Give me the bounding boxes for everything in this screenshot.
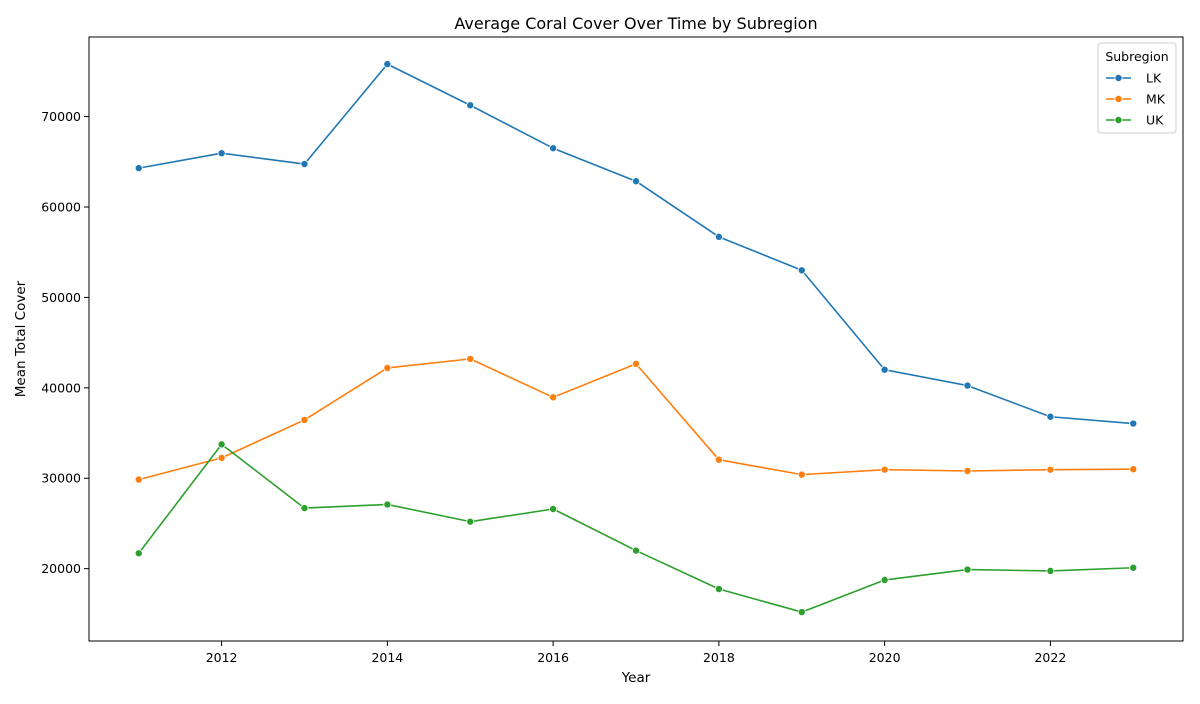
- data-point-uk: [880, 575, 889, 584]
- data-point-lk: [217, 149, 226, 158]
- data-point-mk: [217, 453, 226, 462]
- data-point-lk: [466, 101, 475, 110]
- y-tick-label: 30000: [41, 471, 81, 486]
- data-point-uk: [797, 608, 806, 617]
- data-point-lk: [797, 266, 806, 275]
- x-tick-label: 2016: [537, 650, 569, 665]
- data-point-uk: [549, 504, 558, 513]
- y-axis: 20000 30000 40000 50000 60000 70000: [41, 109, 89, 576]
- data-point-lk: [1129, 419, 1138, 428]
- data-point-mk: [1129, 465, 1138, 474]
- legend-label-uk: UK: [1146, 113, 1164, 128]
- data-point-mk: [466, 354, 475, 363]
- data-point-mk: [632, 359, 641, 368]
- data-point-mk: [880, 465, 889, 474]
- y-tick-label: 20000: [41, 561, 81, 576]
- data-point-lk: [383, 60, 392, 69]
- data-point-mk: [549, 393, 558, 402]
- x-tick-label: 2018: [703, 650, 735, 665]
- legend-items: LK MK UK: [1106, 71, 1166, 128]
- data-point-mk: [714, 455, 723, 464]
- data-point-lk: [1046, 412, 1055, 421]
- data-point-mk: [134, 475, 143, 484]
- data-point-lk: [134, 164, 143, 173]
- legend-box: [1097, 42, 1177, 134]
- legend-label-lk: LK: [1146, 71, 1162, 86]
- y-tick-label: 70000: [41, 109, 81, 124]
- data-point-uk: [217, 440, 226, 449]
- data-point-uk: [632, 546, 641, 555]
- y-tick-label: 40000: [41, 380, 81, 395]
- data-point-lk: [714, 232, 723, 241]
- data-point-uk: [466, 517, 475, 526]
- x-tick-label: 2022: [1034, 650, 1066, 665]
- legend-swatch-marker-mk: [1114, 95, 1123, 104]
- data-point-lk: [880, 365, 889, 374]
- x-tick-label: 2014: [371, 650, 403, 665]
- data-point-lk: [632, 177, 641, 186]
- y-tick-label: 60000: [41, 199, 81, 214]
- data-point-uk: [134, 549, 143, 558]
- plot-area-frame: [88, 36, 1184, 642]
- data-point-uk: [383, 500, 392, 509]
- data-point-mk: [1046, 465, 1055, 474]
- series-line-lk: [138, 63, 1134, 425]
- x-tick-label: 2020: [869, 650, 901, 665]
- x-tick-label: 2012: [206, 650, 238, 665]
- data-point-lk: [300, 160, 309, 169]
- data-point-mk: [797, 470, 806, 479]
- series-line-uk: [138, 443, 1134, 613]
- legend-swatch-marker-lk: [1114, 74, 1123, 83]
- data-point-uk: [963, 565, 972, 574]
- y-tick-label: 50000: [41, 290, 81, 305]
- data-point-uk: [714, 585, 723, 594]
- data-point-mk: [963, 467, 972, 476]
- data-point-uk: [300, 504, 309, 513]
- data-point-uk: [1046, 566, 1055, 575]
- x-axis: 2012 2014 2016 2018 2020 2022: [206, 641, 1066, 665]
- series-layer: [134, 60, 1138, 617]
- y-axis-label: Mean Total Cover: [13, 280, 29, 397]
- data-point-lk: [549, 144, 558, 153]
- legend-swatch-marker-uk: [1114, 116, 1123, 125]
- data-point-mk: [383, 363, 392, 372]
- chart-title: Average Coral Cover Over Time by Subregi…: [454, 14, 817, 33]
- legend-label-mk: MK: [1146, 92, 1166, 107]
- data-point-mk: [300, 415, 309, 424]
- series-line-mk: [138, 358, 1134, 481]
- legend: Subregion LK MK UK: [1097, 42, 1177, 134]
- legend-title: Subregion: [1105, 49, 1168, 64]
- data-point-lk: [963, 381, 972, 390]
- data-point-uk: [1129, 563, 1138, 572]
- x-axis-label: Year: [621, 670, 651, 686]
